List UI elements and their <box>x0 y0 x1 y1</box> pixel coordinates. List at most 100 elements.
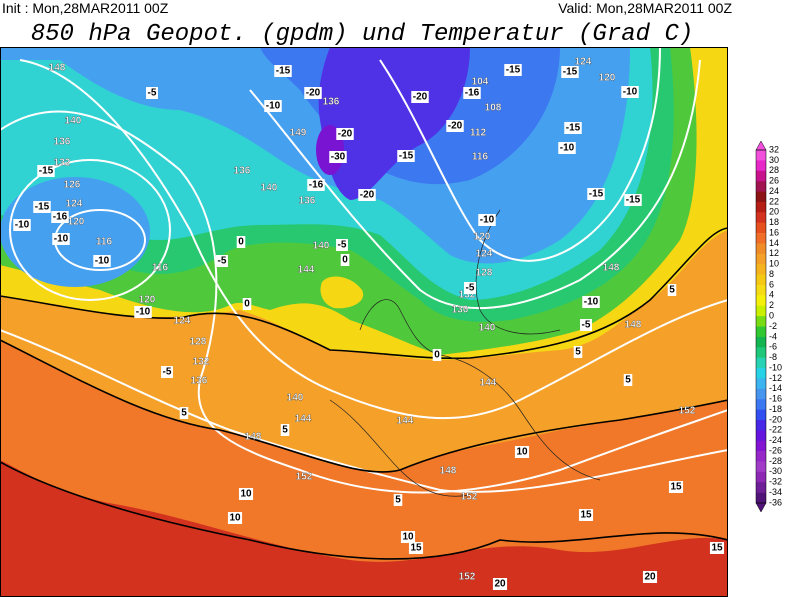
map: 1481401361321261241201161161201241281321… <box>0 47 728 597</box>
colorbar-label: -24 <box>769 435 782 445</box>
label-box <box>587 188 605 200</box>
colorbar-label: 8 <box>769 269 774 279</box>
temperature-label-text: -30 <box>331 152 346 163</box>
label-box <box>400 531 416 543</box>
colorbar-label: 30 <box>769 155 779 165</box>
temperature-label: -15 <box>504 64 522 76</box>
colorbar-label: 24 <box>769 186 779 196</box>
label-box <box>492 578 508 590</box>
colorbar-swatch <box>756 461 766 473</box>
temperature-label: 10 <box>400 531 416 543</box>
colorbar-label: 6 <box>769 279 774 289</box>
temperature-label: 5 <box>623 374 633 386</box>
temperature-label: -5 <box>464 282 476 294</box>
colorbar-swatch <box>756 284 766 296</box>
geopotential-label: 140 <box>261 183 278 194</box>
map-title: 850 hPa Geopot. (gpdm) und Temperatur (G… <box>31 21 694 48</box>
label-box <box>242 298 252 310</box>
temperature-label-text: -20 <box>360 190 375 201</box>
label-box <box>580 319 592 331</box>
label-box <box>280 424 290 436</box>
colorbar-label: -4 <box>769 331 777 341</box>
temperature-label-text: -5 <box>582 320 591 331</box>
label-box <box>514 446 530 458</box>
colorbar-label: -26 <box>769 445 782 455</box>
temperature-label: 20 <box>642 571 658 583</box>
geopotential-label: 144 <box>298 265 315 276</box>
label-box <box>621 86 639 98</box>
temperature-label: -20 <box>411 91 429 103</box>
temperature-label-text: 5 <box>395 495 401 506</box>
colorbar-swatch <box>756 368 766 379</box>
temperature-label: -16 <box>51 211 69 223</box>
label-box <box>709 542 725 554</box>
temperature-label-text: -5 <box>148 88 157 99</box>
geopotential-label: 120 <box>139 295 156 306</box>
temperature-label-text: -10 <box>54 234 69 245</box>
label-box <box>227 512 243 524</box>
temperature-label: 15 <box>578 509 594 521</box>
geopotential-label: 152 <box>679 406 696 417</box>
label-box <box>504 64 522 76</box>
colorbar-swatch <box>756 233 766 244</box>
temperature-label-text: -5 <box>163 367 172 378</box>
label-box <box>623 374 633 386</box>
temperature-label-text: 5 <box>669 285 675 296</box>
geopotential-label: 140 <box>479 323 496 334</box>
label-box <box>52 233 70 245</box>
temperature-label: 10 <box>514 446 530 458</box>
temperature-label-text: -16 <box>53 212 68 223</box>
label-box <box>358 189 376 201</box>
geopotential-label: 132 <box>459 290 476 301</box>
colorbar-swatch <box>756 212 766 223</box>
temperature-label: 10 <box>238 488 254 500</box>
colorbar-swatch <box>756 388 766 400</box>
geopotential-label: 152 <box>461 492 478 503</box>
geopotential-label: 132 <box>193 357 210 368</box>
geopotential-label: 136 <box>299 196 316 207</box>
label-box <box>408 542 424 554</box>
field <box>320 276 364 309</box>
temperature-label: -15 <box>37 165 55 177</box>
label-box <box>146 87 158 99</box>
geopotential-label: 144 <box>397 416 414 427</box>
label-box <box>340 254 350 266</box>
temperature-label: -16 <box>307 179 325 191</box>
temperature-label: 20 <box>492 578 508 590</box>
label-box <box>573 346 583 358</box>
geopotential-label: 144 <box>295 414 312 425</box>
colorbar-label: 26 <box>769 176 779 186</box>
temperature-label-text: 5 <box>575 347 581 358</box>
label-box <box>463 87 481 99</box>
colorbar-label: 22 <box>769 196 779 206</box>
temperature-label: -15 <box>561 66 579 78</box>
temperature-label-text: 5 <box>282 425 288 436</box>
temperature-label: -20 <box>336 128 354 140</box>
colorbar-label: 12 <box>769 248 779 258</box>
temperature-label: -5 <box>146 87 158 99</box>
temperature-label-text: 10 <box>402 532 414 543</box>
temperature-label-text: 15 <box>670 482 682 493</box>
coastlines <box>329 209 601 497</box>
temperature-label: -5 <box>216 255 228 267</box>
colorbar-swatch <box>756 295 766 307</box>
label-box <box>578 509 594 521</box>
label-box <box>397 150 415 162</box>
colorbar-arrow <box>755 502 767 513</box>
temperature-label-text: -15 <box>563 67 578 78</box>
colorbar-swatch <box>756 222 766 234</box>
temperature-label: 5 <box>393 494 403 506</box>
colorbar-label: -6 <box>769 342 777 352</box>
temperature-label: 5 <box>179 407 189 419</box>
temperature-label-text: 15 <box>580 510 592 521</box>
temperature-label-text: 15 <box>711 543 723 554</box>
colorbar-swatch <box>756 357 766 369</box>
colorbar-swatch <box>756 181 766 192</box>
label-box <box>33 201 51 213</box>
geopotential-label: 148 <box>245 432 262 443</box>
colorbar-swatch <box>756 191 766 203</box>
temperature-label-text: -10 <box>584 297 599 308</box>
temperature-label: -20 <box>358 189 376 201</box>
colorbar-swatch <box>756 451 766 462</box>
